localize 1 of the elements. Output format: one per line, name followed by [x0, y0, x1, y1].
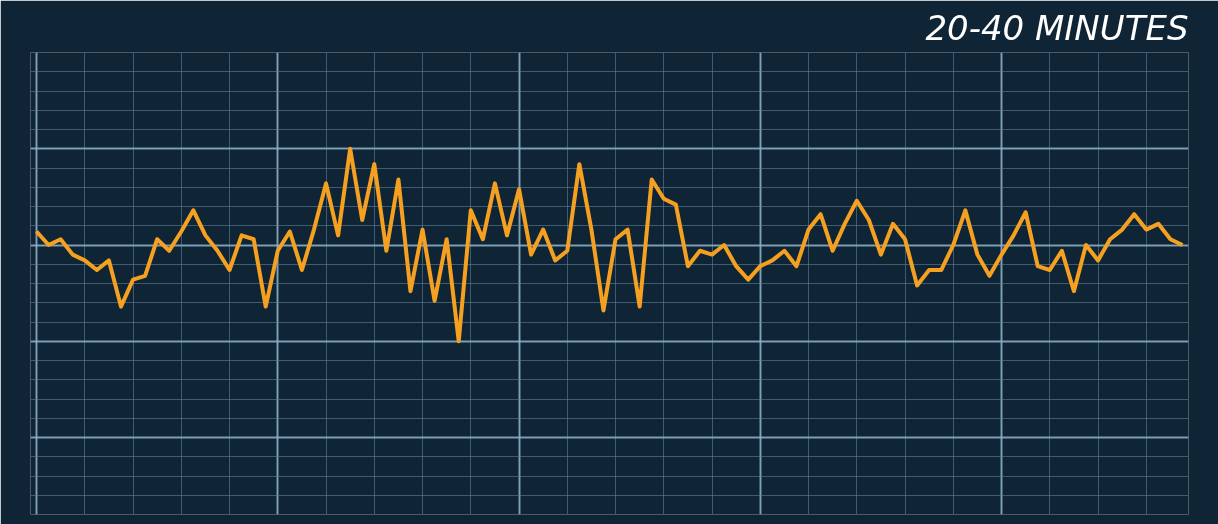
chart-title: 20-40 MINUTES: [925, 7, 1189, 48]
